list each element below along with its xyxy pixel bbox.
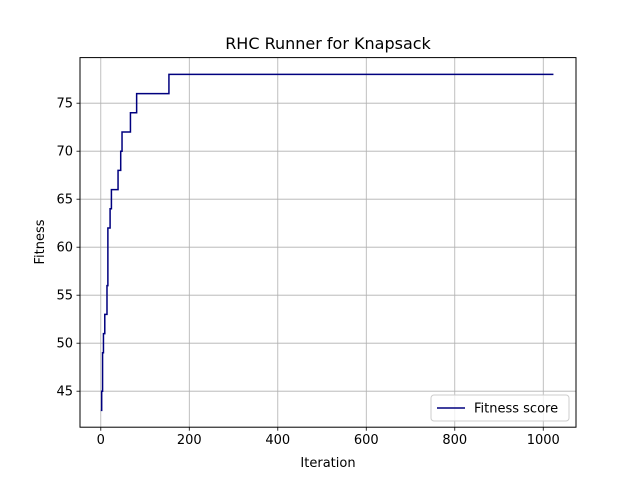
y-tick-label-4: 65 <box>56 193 73 208</box>
y-tick-label-5: 70 <box>56 145 73 160</box>
x-tick-label-5: 1000 <box>527 433 560 448</box>
chart-title: RHC Runner for Knapsack <box>225 34 431 53</box>
y-tick-label-0: 45 <box>56 385 73 400</box>
grid <box>80 57 576 428</box>
y-axis: 45 50 55 60 65 70 75 <box>56 97 80 400</box>
legend-label: Fitness score <box>474 402 558 417</box>
x-tick-label-0: 0 <box>97 433 105 448</box>
y-tick-label-2: 55 <box>56 289 73 304</box>
y-tick-label-6: 75 <box>56 97 73 112</box>
x-tick-label-1: 200 <box>177 433 202 448</box>
x-tick-label-3: 600 <box>354 433 379 448</box>
x-axis-title: Iteration <box>300 456 355 471</box>
x-tick-label-4: 800 <box>442 433 467 448</box>
y-axis-title: Fitness <box>33 219 48 264</box>
y-tick-label-3: 60 <box>56 241 73 256</box>
legend-box <box>430 394 570 422</box>
series-line-0 <box>100 73 554 412</box>
series-layer <box>100 73 554 412</box>
y-tick-label-1: 50 <box>56 337 73 352</box>
plot-frame <box>79 57 577 428</box>
legend: Fitness score <box>430 394 570 422</box>
x-tick-label-2: 400 <box>265 433 290 448</box>
x-axis: 0 200 400 600 800 1000 <box>97 427 560 448</box>
